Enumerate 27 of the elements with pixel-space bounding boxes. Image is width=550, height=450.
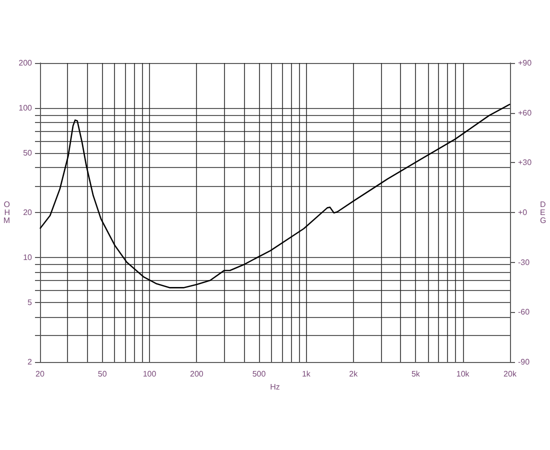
y2-tick-label: +60 bbox=[518, 108, 532, 118]
x-tick-label: 100 bbox=[142, 370, 157, 378]
y2-axis-title: DEG bbox=[540, 200, 546, 225]
x-tick-label: 50 bbox=[98, 370, 108, 378]
x-axis-title: Hz bbox=[270, 382, 280, 392]
y2-tick-label: +90 bbox=[518, 58, 532, 68]
x-tick-label: 20k bbox=[504, 370, 518, 378]
x-tick-label: 5k bbox=[411, 370, 421, 378]
y-tick-label: 20 bbox=[23, 208, 33, 217]
y2-tick-label: +30 bbox=[518, 158, 532, 168]
y2-tick-label: +0 bbox=[518, 208, 528, 217]
x-tick-label: 20 bbox=[36, 370, 45, 378]
y-tick-label: 10 bbox=[23, 253, 33, 262]
y-axis-title: OHM bbox=[3, 200, 10, 225]
y-tick-label: 200 bbox=[18, 58, 33, 68]
x-tick-label: 1k bbox=[302, 370, 312, 378]
x-tick-label: 10k bbox=[456, 370, 470, 378]
y2-tick-label: -60 bbox=[518, 308, 530, 317]
x-tick-label: 200 bbox=[190, 370, 204, 378]
x-tick-label: 500 bbox=[252, 370, 266, 378]
y-tick-label: 100 bbox=[18, 104, 33, 113]
y2-tick-label: -30 bbox=[518, 258, 530, 267]
y2-tick-label: -90 bbox=[518, 358, 530, 366]
x-tick-label: 2k bbox=[349, 370, 359, 378]
y-tick-label: 50 bbox=[23, 148, 33, 158]
y-tick-label: 2 bbox=[28, 358, 33, 366]
y-tick-label: 5 bbox=[28, 298, 33, 308]
